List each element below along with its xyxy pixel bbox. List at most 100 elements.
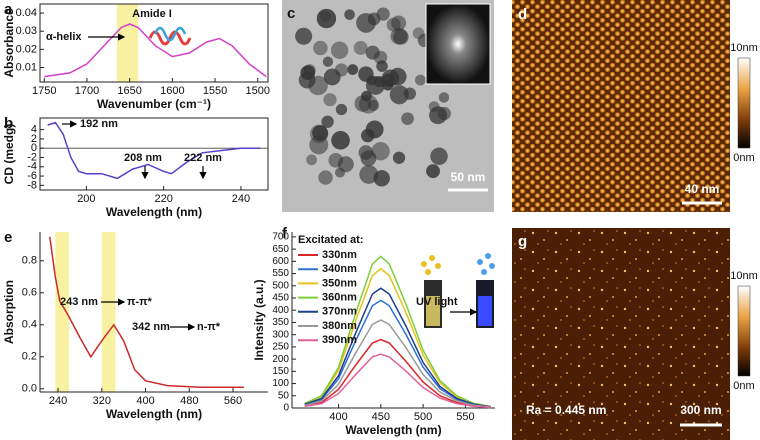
y-tick-label: 0.03 [16,25,37,37]
particle [426,164,440,179]
roughness-label: Ra = 0.445 nm [526,403,606,417]
y-tick-label: 600 [272,256,289,267]
x-tick-label: 1700 [75,85,99,97]
scale-bar-label: 50 nm [451,170,486,184]
y-tick-label: -8 [27,179,37,191]
particle [403,87,417,100]
particle [382,79,394,91]
data-line [304,338,491,409]
x-axis-title: Wavelength (nm) [345,423,441,437]
particle [356,12,376,33]
y-tick-label: -2 [27,151,37,163]
annotation: n-π* [197,321,221,333]
particle [313,40,328,56]
y-tick-label: 250 [272,342,289,353]
particle [373,170,390,187]
particle [316,8,337,29]
panel-label: g [518,233,527,250]
legend-label: 380nm [322,320,357,332]
x-tick-label: 240 [49,395,67,407]
afm-image: g 300 nm Ra = 0.445 nm 10nm 0nm [512,228,758,440]
particle [389,67,407,86]
x-tick-label: 1550 [203,85,227,97]
annotation: 222 nm [184,152,222,164]
data-line [304,353,491,409]
y-tick-label: 0.2 [22,351,37,363]
x-tick-label: 560 [224,395,242,407]
legend-label: 370nm [322,306,357,318]
data-line [304,267,491,408]
afm-image: d 40 nm 10nm 0nm [512,0,758,212]
colorbar-label: 10nm [730,42,758,54]
particle [414,74,426,86]
y-tick-label: 0.04 [16,7,37,19]
particle [430,147,448,166]
particle [319,10,331,22]
data-line [304,287,491,408]
y-tick-label: 650 [272,244,289,255]
tem-image: c 50 nm [282,0,494,212]
y-tick-label: 400 [272,305,289,316]
particle [438,92,450,103]
annotation: 243 nm [60,296,98,308]
x-tick-label: 1750 [32,85,56,97]
y-tick-label: 0.4 [22,319,37,331]
y-tick-label: 0.0 [22,383,37,395]
data-line [49,236,244,388]
particle [437,106,451,121]
annotation: α-helix [46,31,82,43]
y-tick-label: 100 [272,378,289,389]
annotation: π-π* [127,296,153,308]
x-axis-title: Wavelength (nm) [106,407,202,421]
particle [306,154,317,166]
highlight-band [116,4,139,82]
particle [401,112,414,126]
inset-photos [421,253,495,328]
particle [300,65,316,81]
particle [365,120,384,139]
legend-title: Excitated at: [298,234,363,246]
x-tick-label: 500 [414,411,432,423]
legend-label: 390nm [322,334,357,346]
y-tick-label: 500 [272,280,289,291]
particle [358,94,378,114]
particle [392,151,406,164]
y-tick-label: -6 [27,170,37,182]
colorbar-label: 0nm [733,152,754,164]
data-line [304,299,491,408]
particle [371,142,390,161]
particle [353,40,368,55]
y-tick-label: -4 [27,161,37,173]
x-tick-label: 450 [372,411,390,423]
y-tick-label: 0 [283,403,289,414]
highlight-band [101,232,116,392]
y-tick-label: 200 [272,354,289,365]
y-tick-label: 50 [278,390,290,401]
particle [337,156,354,173]
annotation: UV light [416,296,458,308]
colorbar-label: 10nm [730,270,758,282]
legend-label: 330nm [322,249,357,261]
y-axis-title: CD (medg) [2,124,16,185]
x-tick-label: 400 [329,411,347,423]
x-tick-label: 1600 [160,85,184,97]
plot-frame [39,3,269,83]
y-tick-label: 450 [272,293,289,304]
panel-label: c [287,5,295,22]
x-tick-label: 480 [180,395,198,407]
scale-bar-label: 300 nm [680,403,721,417]
data-line [44,23,267,78]
x-tick-label: 550 [456,411,474,423]
x-tick-label: 320 [93,395,111,407]
y-axis-title: Absorbance [2,8,16,78]
x-tick-label: 1500 [246,85,270,97]
particle [322,56,334,67]
y-axis-title: Absorption [2,280,16,344]
legend-label: 350nm [322,277,357,289]
y-tick-label: 550 [272,268,289,279]
scale-bar-label: 40 nm [685,182,720,196]
y-tick-label: 0 [31,142,37,154]
y-tick-label: 0.01 [16,61,37,73]
helix-icon [148,30,192,46]
